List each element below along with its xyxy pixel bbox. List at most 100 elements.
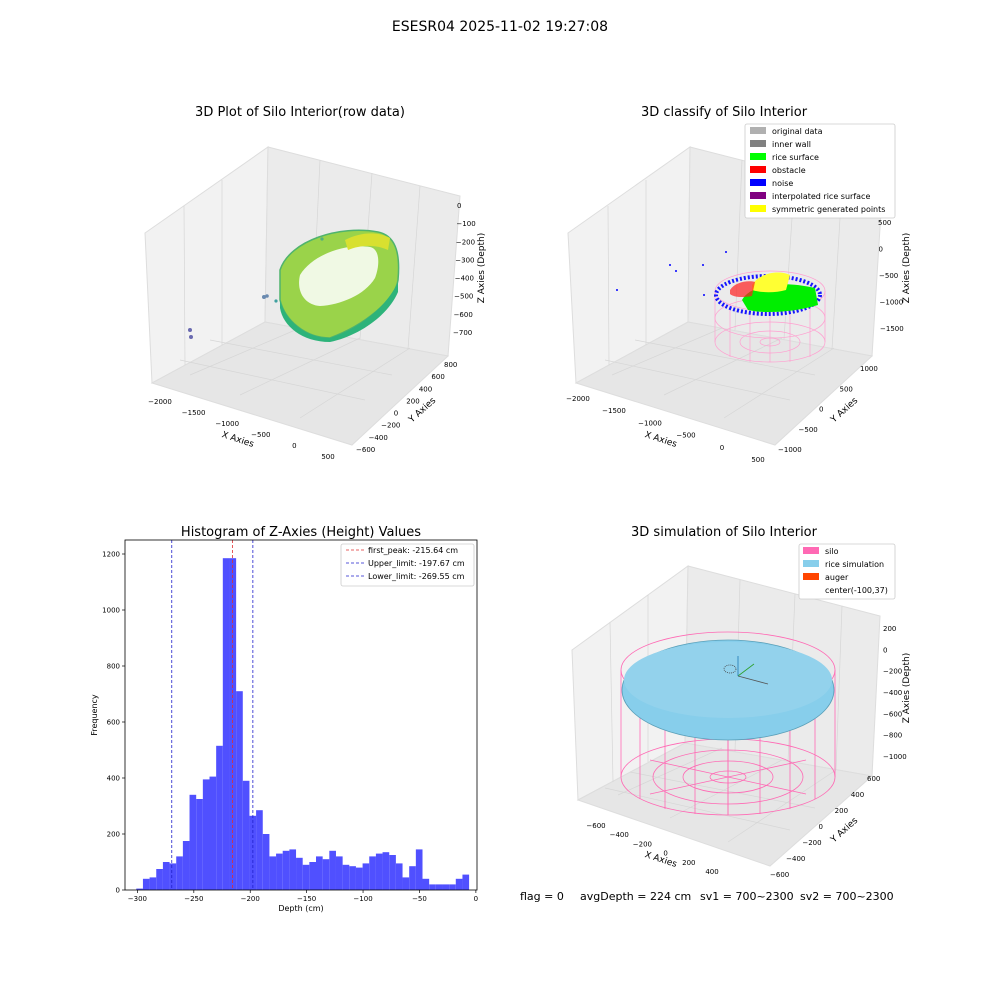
histogram-y-tick-label: 600 bbox=[107, 719, 120, 727]
raw-outlier-point bbox=[274, 299, 278, 303]
histogram-bar bbox=[302, 864, 310, 890]
histogram-bar bbox=[395, 863, 403, 890]
histogram-bar bbox=[229, 558, 237, 890]
histogram-bar bbox=[296, 857, 303, 890]
histogram-legend-label: first_peak: -215.64 cm bbox=[368, 546, 458, 555]
simulation-auger-marker bbox=[723, 664, 737, 674]
raw-x-tick-label: 0 bbox=[292, 442, 296, 450]
simulation-legend-swatch bbox=[803, 560, 819, 567]
histogram-bar bbox=[369, 856, 376, 890]
histogram-bar bbox=[442, 884, 450, 890]
histogram-bar bbox=[256, 810, 263, 890]
histogram-bar bbox=[362, 863, 370, 890]
simulation-z-tick-label: −800 bbox=[883, 732, 902, 740]
classify-x-tick-label: −500 bbox=[676, 432, 695, 440]
histogram-x-tick-label: −300 bbox=[128, 895, 147, 903]
histogram-bar bbox=[349, 866, 356, 890]
histogram-bar bbox=[269, 856, 277, 890]
classify-z-tick-label: −500 bbox=[879, 272, 898, 280]
classify-legend-label: noise bbox=[772, 179, 793, 188]
simulation-legend-label: center(-100,37) bbox=[825, 586, 888, 595]
simulation-z-tick-label: −600 bbox=[883, 710, 902, 718]
histogram-bar bbox=[402, 877, 410, 890]
histogram-y-tick-label: 200 bbox=[107, 831, 120, 839]
classify-point-cloud bbox=[616, 251, 822, 316]
histogram-bar bbox=[322, 859, 330, 890]
classify-legend-swatch bbox=[750, 166, 766, 173]
histogram-bar bbox=[289, 849, 297, 890]
raw-outlier-point bbox=[262, 295, 266, 299]
histogram-bar bbox=[176, 856, 183, 890]
histogram-y-tick-label: 800 bbox=[107, 663, 120, 671]
histogram-bars bbox=[136, 558, 470, 890]
simulation-y-tick-label: 400 bbox=[851, 791, 864, 799]
raw-outlier-point bbox=[320, 237, 324, 241]
simulation-x-axis-label: X Axies bbox=[643, 850, 678, 870]
simulation-rice-surface bbox=[621, 639, 835, 741]
histogram-bar bbox=[462, 874, 470, 890]
histogram-bar bbox=[282, 850, 290, 890]
classify-y-tick-label: 0 bbox=[819, 406, 823, 414]
simulation-rice-top bbox=[624, 642, 832, 718]
classify-legend-label: obstacle bbox=[772, 166, 806, 175]
classify-x-axis-label: X Axies bbox=[643, 430, 678, 450]
simulation-y-tick-label: −200 bbox=[802, 839, 821, 847]
histogram-bar bbox=[455, 878, 463, 890]
histogram-bar bbox=[276, 853, 283, 890]
histogram-x-tick-label: −150 bbox=[297, 895, 316, 903]
raw-data-3d-plot: 3D Plot of Silo Interior(row data) −2000… bbox=[144, 105, 487, 461]
sv1-text: sv1 = 700~2300 bbox=[700, 890, 794, 903]
histogram-bar bbox=[142, 878, 150, 890]
classify-x-tick-label: 0 bbox=[720, 444, 724, 452]
simulation-legend-label: auger bbox=[825, 573, 849, 582]
classify-noise-point bbox=[669, 264, 671, 266]
raw-y-tick-label: −400 bbox=[369, 434, 388, 442]
classify-legend-box bbox=[744, 123, 896, 219]
histogram-y-tick-label: 1000 bbox=[102, 607, 120, 615]
histogram-plot: Histogram of Z-Axies (Height) Values −30… bbox=[90, 525, 478, 913]
histogram-bar bbox=[149, 877, 157, 890]
classify-legend-label: symmetric generated points bbox=[772, 205, 885, 214]
figure-suptitle: ESESR04 2025-11-02 19:27:08 bbox=[392, 19, 608, 35]
histogram-bar bbox=[429, 884, 436, 890]
simulation-y-tick-label: 600 bbox=[867, 775, 880, 783]
simulation-z-tick-label: −200 bbox=[883, 668, 902, 676]
raw-y-tick-label: 0 bbox=[394, 410, 398, 418]
histogram-bar bbox=[189, 794, 197, 890]
raw-outlier-point bbox=[188, 328, 192, 332]
classify-legend-label: interpolated rice surface bbox=[772, 192, 870, 201]
histogram-bar bbox=[202, 779, 210, 890]
histogram-legend-box bbox=[340, 543, 475, 587]
simulation-3d-plot: 3D simulation of Silo Interior bbox=[571, 525, 912, 879]
simulation-x-tick-label: 200 bbox=[682, 859, 695, 867]
histogram-axes bbox=[125, 540, 477, 890]
histogram-bar bbox=[182, 841, 190, 890]
classify-y-axis-label: Y Axies bbox=[828, 396, 860, 426]
histogram-x-tick-label: −100 bbox=[353, 895, 372, 903]
simulation-x-tick-label: −200 bbox=[633, 840, 652, 848]
classify-noise-point bbox=[702, 264, 704, 266]
simulation-x-tick-label: −600 bbox=[586, 822, 605, 830]
simulation-legend-label: silo bbox=[825, 547, 839, 556]
raw-x-tick-label: −2000 bbox=[148, 398, 172, 406]
simulation-y-axis-label: Y Axies bbox=[828, 816, 860, 846]
histogram-bar bbox=[435, 884, 443, 890]
histogram-reference-lines bbox=[171, 540, 254, 890]
classify-y-ticks: −1000 −500 0 500 1000 bbox=[778, 365, 878, 454]
raw-plot-title: 3D Plot of Silo Interior(row data) bbox=[195, 105, 405, 120]
classify-z-axis-label: Z Axies (Depth) bbox=[902, 233, 912, 304]
histogram-x-tick-label: −50 bbox=[412, 895, 427, 903]
histogram-bar bbox=[162, 862, 170, 890]
histogram-bar bbox=[382, 852, 390, 890]
simulation-y-tick-label: 0 bbox=[819, 823, 823, 831]
histogram-title: Histogram of Z-Axies (Height) Values bbox=[181, 525, 421, 540]
histogram-bar bbox=[342, 864, 350, 890]
histogram-bar bbox=[409, 866, 416, 890]
raw-x-tick-label: −1000 bbox=[215, 420, 239, 428]
raw-z-tick-label: −500 bbox=[454, 293, 473, 301]
histogram-frame bbox=[124, 539, 478, 891]
raw-z-tick-label: −200 bbox=[456, 238, 475, 246]
simulation-y-tick-label: 200 bbox=[835, 807, 848, 815]
